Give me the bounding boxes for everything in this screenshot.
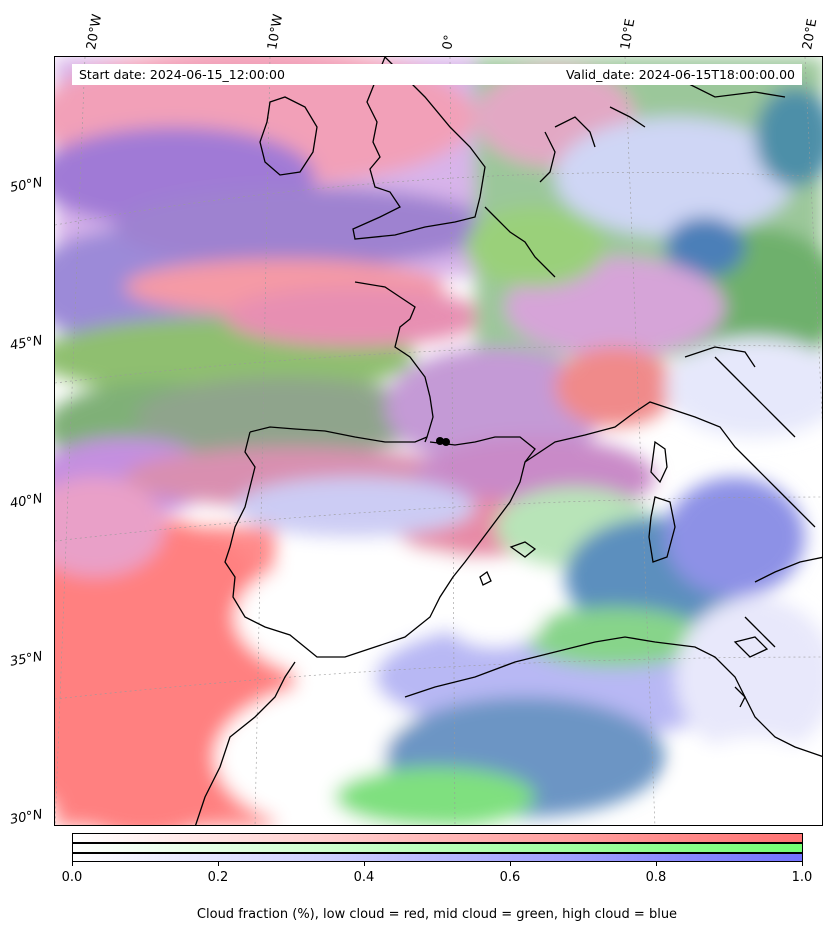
lon-label-10w: 10°W: [265, 13, 287, 52]
colorbar-tick-08: 0.8: [645, 870, 667, 885]
lon-label-0: 0°: [440, 33, 458, 51]
colorbar-tick-06: 0.6: [499, 870, 521, 885]
valid-date-label: Valid_date: 2024-06-15T18:00:00.00: [565, 67, 795, 82]
lon-label-20w: 20°W: [84, 13, 106, 52]
lon-label-20e: 20°E: [800, 17, 821, 52]
colorbar-high-cloud: [73, 854, 802, 861]
station-marker: [436, 437, 450, 446]
map-canvas: [55, 57, 822, 825]
colorbar-tick-1: 1.0: [791, 870, 813, 885]
lat-label-45n: 45°N: [8, 333, 44, 354]
cloud-fraction-map[interactable]: [54, 56, 823, 826]
lat-label-40n: 40°N: [8, 491, 44, 512]
colorbar: [72, 833, 803, 862]
colorbar-tick-04: 0.4: [353, 870, 375, 885]
colorbar-tick-02: 0.2: [207, 870, 229, 885]
lat-label-30n: 30°N: [8, 807, 44, 828]
colorbar-low-cloud: [73, 834, 802, 842]
graticule: [55, 57, 822, 825]
colorbar-mid-cloud: [73, 844, 802, 852]
lat-label-35n: 35°N: [8, 649, 44, 670]
date-info-bar: Start date: 2024-06-15_12:00:00 Valid_da…: [72, 64, 802, 85]
colorbar-tick-0: 0.0: [61, 870, 83, 885]
coastlines: [194, 57, 822, 825]
start-date-label: Start date: 2024-06-15_12:00:00: [79, 67, 285, 82]
lat-label-50n: 50°N: [8, 175, 44, 196]
lon-label-10e: 10°E: [618, 17, 639, 52]
colorbar-caption: Cloud fraction (%), low cloud = red, mid…: [196, 907, 678, 922]
